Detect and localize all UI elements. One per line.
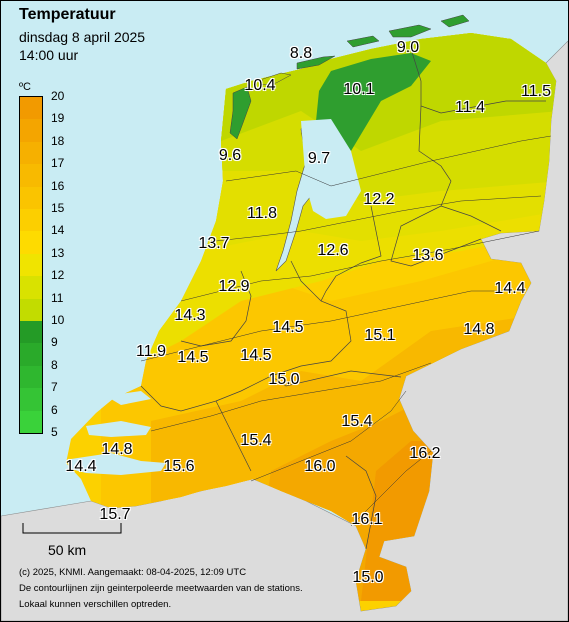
station-value: 12.6 xyxy=(317,242,349,259)
station-value: 14.5 xyxy=(240,347,272,364)
station-value: 15.4 xyxy=(240,432,272,449)
station-value: 16.1 xyxy=(351,511,383,528)
station-value: 10.1 xyxy=(343,81,375,98)
color-legend xyxy=(19,96,43,434)
legend-color-block xyxy=(20,209,42,232)
legend-color-block xyxy=(20,276,42,300)
station-value: 14.3 xyxy=(174,307,206,324)
map-date: dinsdag 8 april 2025 xyxy=(19,29,146,45)
legend-color-block xyxy=(20,186,42,210)
station-value: 16.2 xyxy=(409,445,441,462)
station-value: 15.6 xyxy=(163,458,195,475)
legend-color-block xyxy=(20,231,42,255)
station-value: 11.4 xyxy=(455,99,485,116)
legend-tick-label: 15 xyxy=(51,201,65,215)
legend-tick-label: 13 xyxy=(51,245,65,260)
legend-tick-label: 20 xyxy=(51,89,65,103)
station-value: 14.5 xyxy=(177,349,209,366)
legend-color-block xyxy=(20,141,42,165)
footer-disclaimer: Lokaal kunnen verschillen optreden. xyxy=(19,599,172,610)
legend-tick-label: 5 xyxy=(51,425,58,439)
legend-tick-label: 7 xyxy=(51,380,58,395)
station-value: 16.0 xyxy=(304,458,336,475)
station-value: 8.8 xyxy=(289,45,313,62)
legend-color-block xyxy=(20,343,42,367)
station-value: 12.2 xyxy=(363,191,395,208)
legend-unit: ºC xyxy=(19,81,31,93)
station-value: 15.1 xyxy=(364,327,396,344)
station-value: 15.0 xyxy=(352,569,384,586)
legend-tick-label: 10 xyxy=(51,313,65,327)
footer-note: De contourlijnen zijn geinterpoleerde me… xyxy=(19,583,303,594)
scale-bar xyxy=(22,523,122,534)
legend-color-block xyxy=(20,321,42,344)
station-value: 9.7 xyxy=(307,150,331,167)
legend-tick-label: 14 xyxy=(51,223,65,238)
legend-color-block xyxy=(20,119,42,143)
map-time: 14:00 uur xyxy=(19,47,79,63)
station-value: 15.0 xyxy=(268,371,300,388)
scale-label: 50 km xyxy=(48,542,87,558)
station-value: 9.0 xyxy=(396,39,420,56)
legend-tick-label: 19 xyxy=(51,111,65,126)
legend-color-block xyxy=(20,97,42,120)
station-value: 11.9 xyxy=(136,343,166,360)
station-value: 14.4 xyxy=(65,458,97,475)
station-value: 15.4 xyxy=(341,413,373,430)
legend-color-block xyxy=(20,253,42,277)
station-value: 13.6 xyxy=(412,247,444,264)
legend-tick-label: 8 xyxy=(51,357,58,372)
legend-color-block xyxy=(20,298,42,322)
footer-copyright: (c) 2025, KNMI. Aangemaakt: 08-04-2025, … xyxy=(19,567,247,578)
legend-tick-label: 16 xyxy=(51,178,65,193)
legend-tick-label: 17 xyxy=(51,156,65,171)
station-value: 14.8 xyxy=(463,321,495,338)
legend-color-block xyxy=(20,365,42,389)
station-value: 13.7 xyxy=(198,235,230,252)
legend-tick-label: 9 xyxy=(51,335,58,350)
legend-tick-label: 6 xyxy=(51,402,58,417)
legend-tick-label: 18 xyxy=(51,133,65,148)
legend-color-block xyxy=(20,410,42,434)
legend-tick-label: 11 xyxy=(51,290,64,305)
station-value: 14.5 xyxy=(272,319,304,336)
legend-color-block xyxy=(20,164,42,188)
station-value: 9.6 xyxy=(218,147,242,164)
legend-color-block xyxy=(20,388,42,412)
legend-tick-label: 12 xyxy=(51,268,65,283)
station-value: 14.4 xyxy=(494,280,526,297)
station-value: 12.9 xyxy=(218,278,250,295)
station-value: 15.7 xyxy=(99,506,131,523)
station-value: 14.8 xyxy=(101,441,133,458)
station-value: 11.8 xyxy=(247,205,277,222)
map-title: Temperatuur xyxy=(19,6,116,23)
station-value: 11.5 xyxy=(521,83,551,100)
station-value: 10.4 xyxy=(244,77,276,94)
